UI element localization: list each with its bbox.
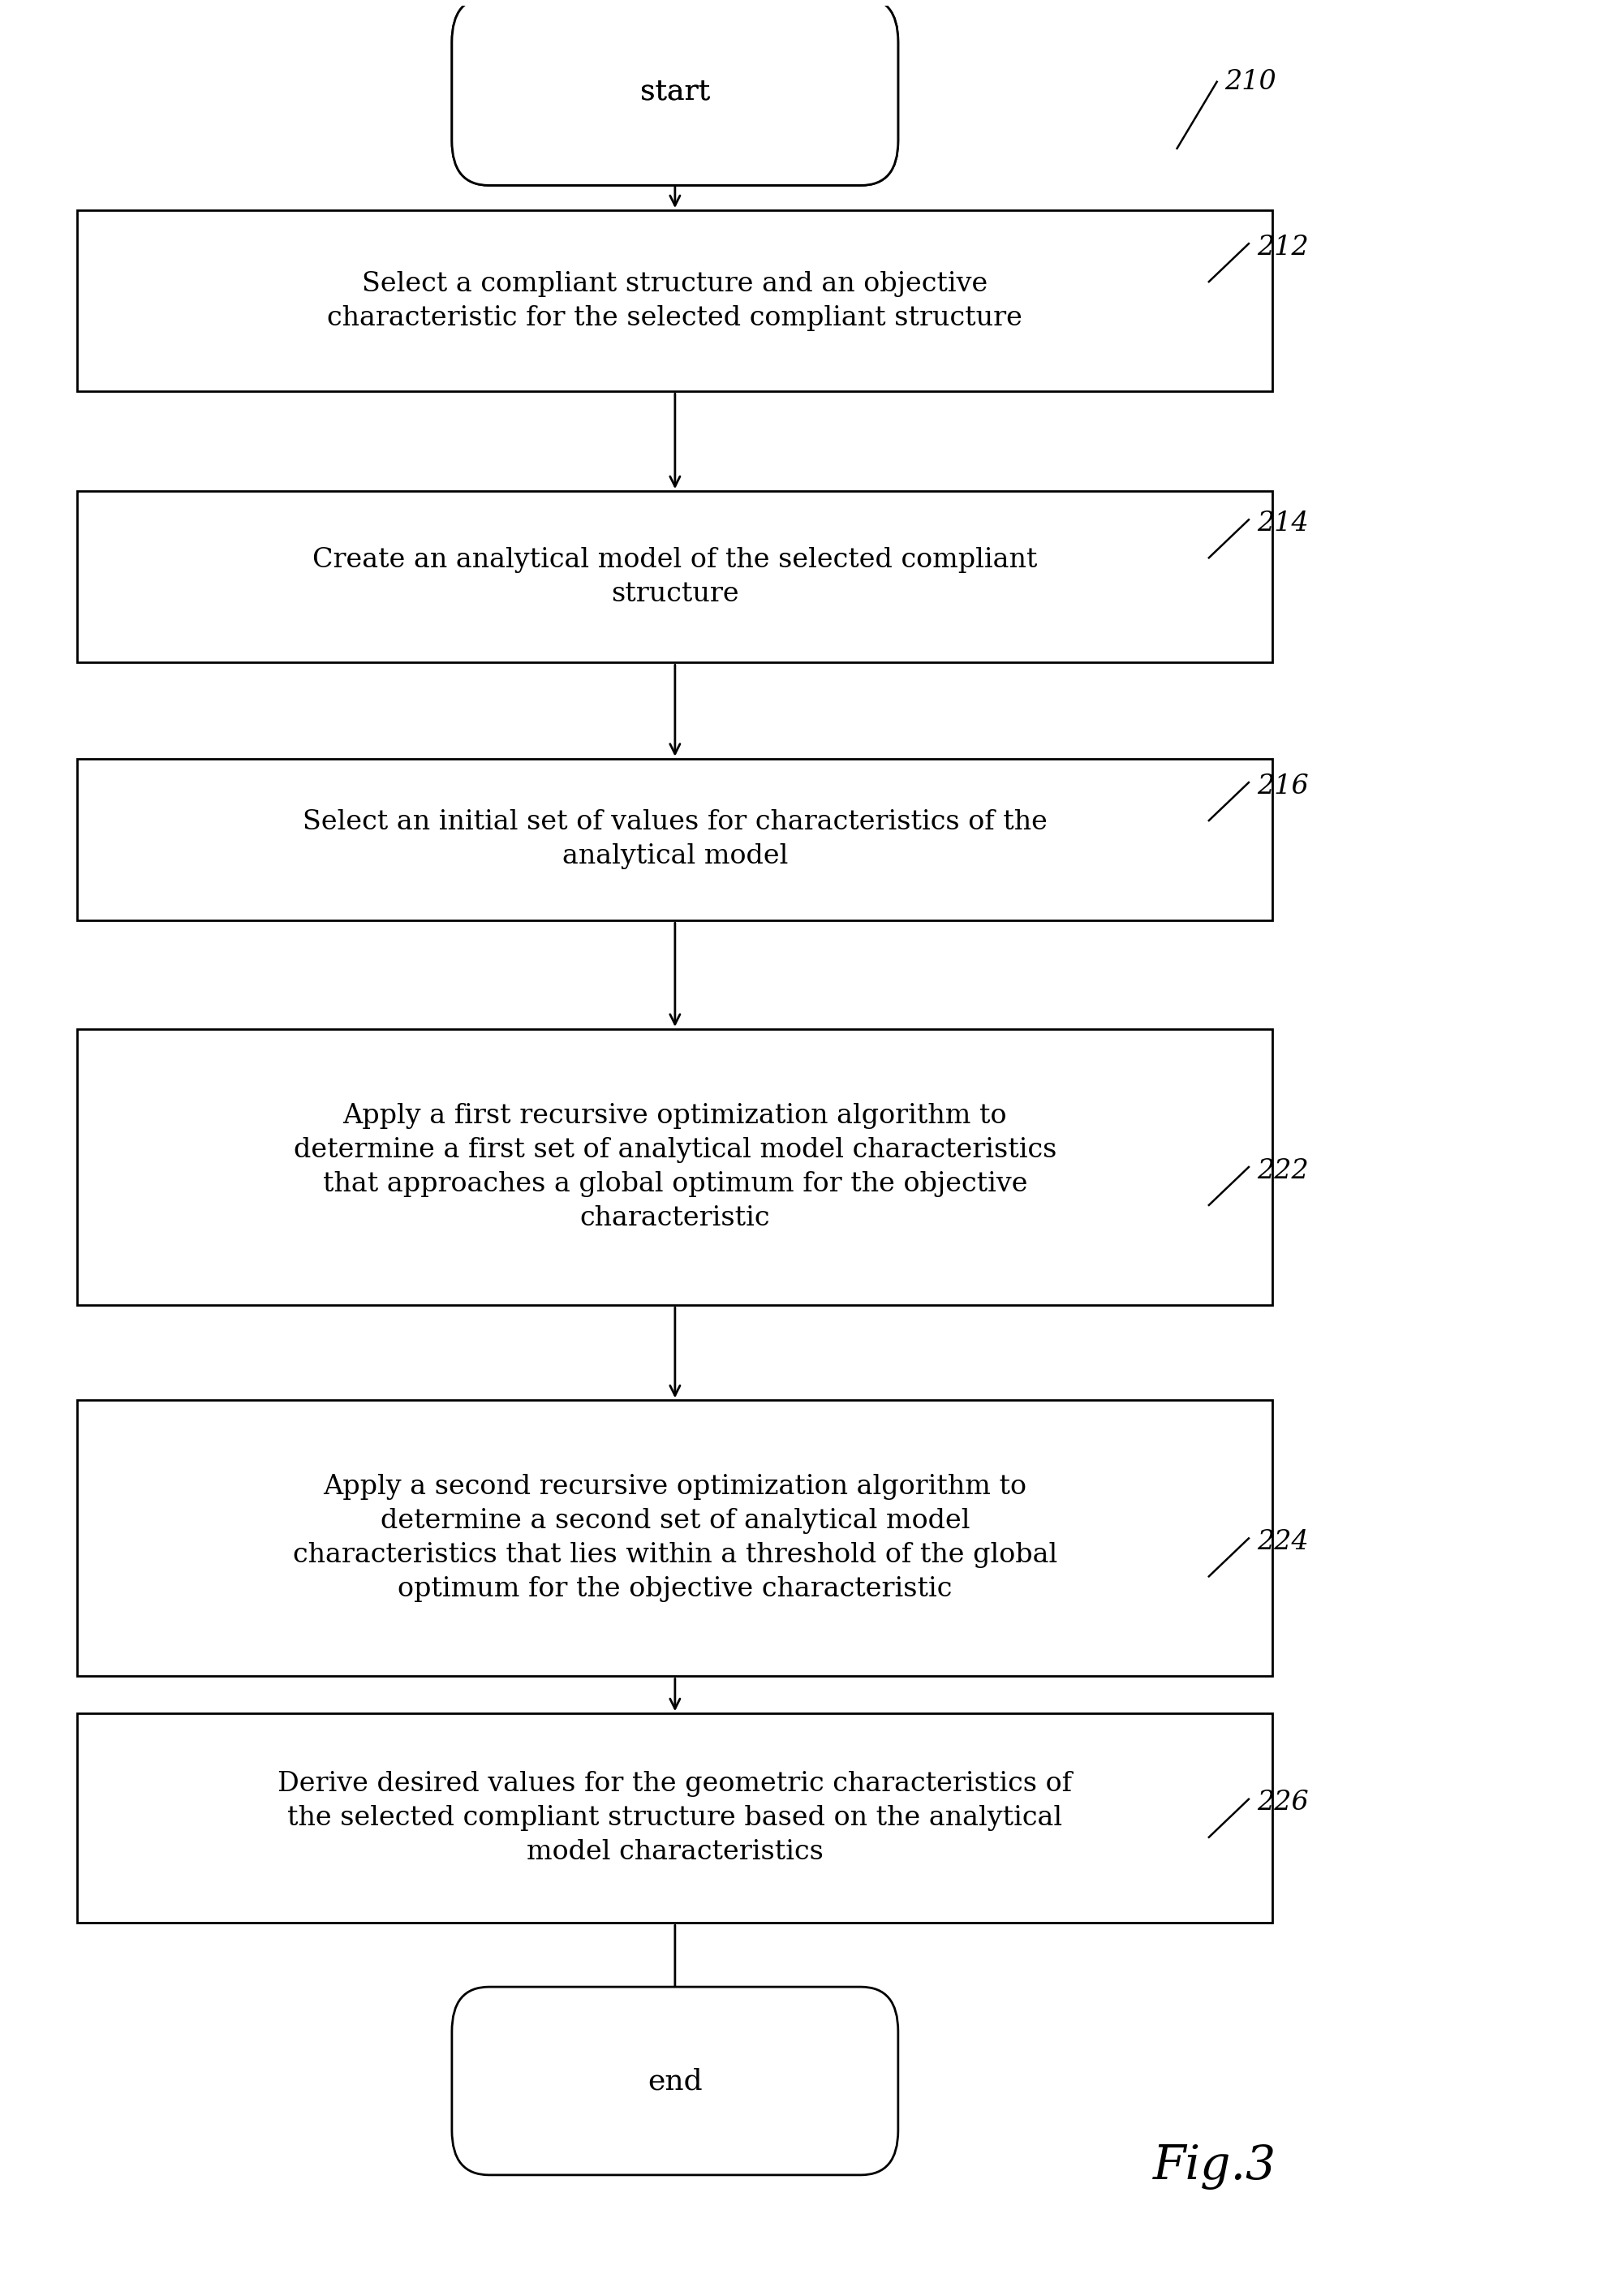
Text: 210: 210 (1225, 69, 1276, 94)
Text: 222: 222 (1257, 1157, 1308, 1185)
Bar (77, 491, 1273, 664)
Text: Select an initial set of values for characteristics of the
analytical model: Select an initial set of values for char… (303, 810, 1048, 870)
Bar (77, 211, 1273, 390)
Bar (77, 1029, 1273, 1304)
Text: Derive desired values for the geometric characteristics of
the selected complian: Derive desired values for the geometric … (278, 1770, 1072, 1864)
Bar (77, 1713, 1273, 1924)
Text: Create an analytical model of the selected compliant
structure: Create an analytical model of the select… (313, 546, 1037, 606)
Text: Select a compliant structure and an objective
characteristic for the selected co: Select a compliant structure and an obje… (327, 271, 1022, 331)
Text: Apply a second recursive optimization algorithm to
determine a second set of ana: Apply a second recursive optimization al… (292, 1474, 1058, 1603)
Text: 226: 226 (1257, 1791, 1308, 1816)
Bar (77, 758, 1273, 921)
FancyBboxPatch shape (453, 1986, 899, 2174)
Text: start: start (640, 78, 709, 106)
Bar (77, 1401, 1273, 1676)
Text: start: start (640, 78, 709, 106)
Text: Apply a first recursive optimization algorithm to
determine a first set of analy: Apply a first recursive optimization alg… (294, 1102, 1056, 1231)
Text: 212: 212 (1257, 234, 1308, 259)
Text: Fig.3: Fig.3 (1152, 2144, 1276, 2190)
Text: 224: 224 (1257, 1529, 1308, 1554)
Text: end: end (647, 2066, 703, 2094)
Text: 214: 214 (1257, 510, 1308, 537)
Text: 216: 216 (1257, 774, 1308, 799)
FancyBboxPatch shape (453, 0, 899, 186)
FancyBboxPatch shape (453, 0, 899, 186)
